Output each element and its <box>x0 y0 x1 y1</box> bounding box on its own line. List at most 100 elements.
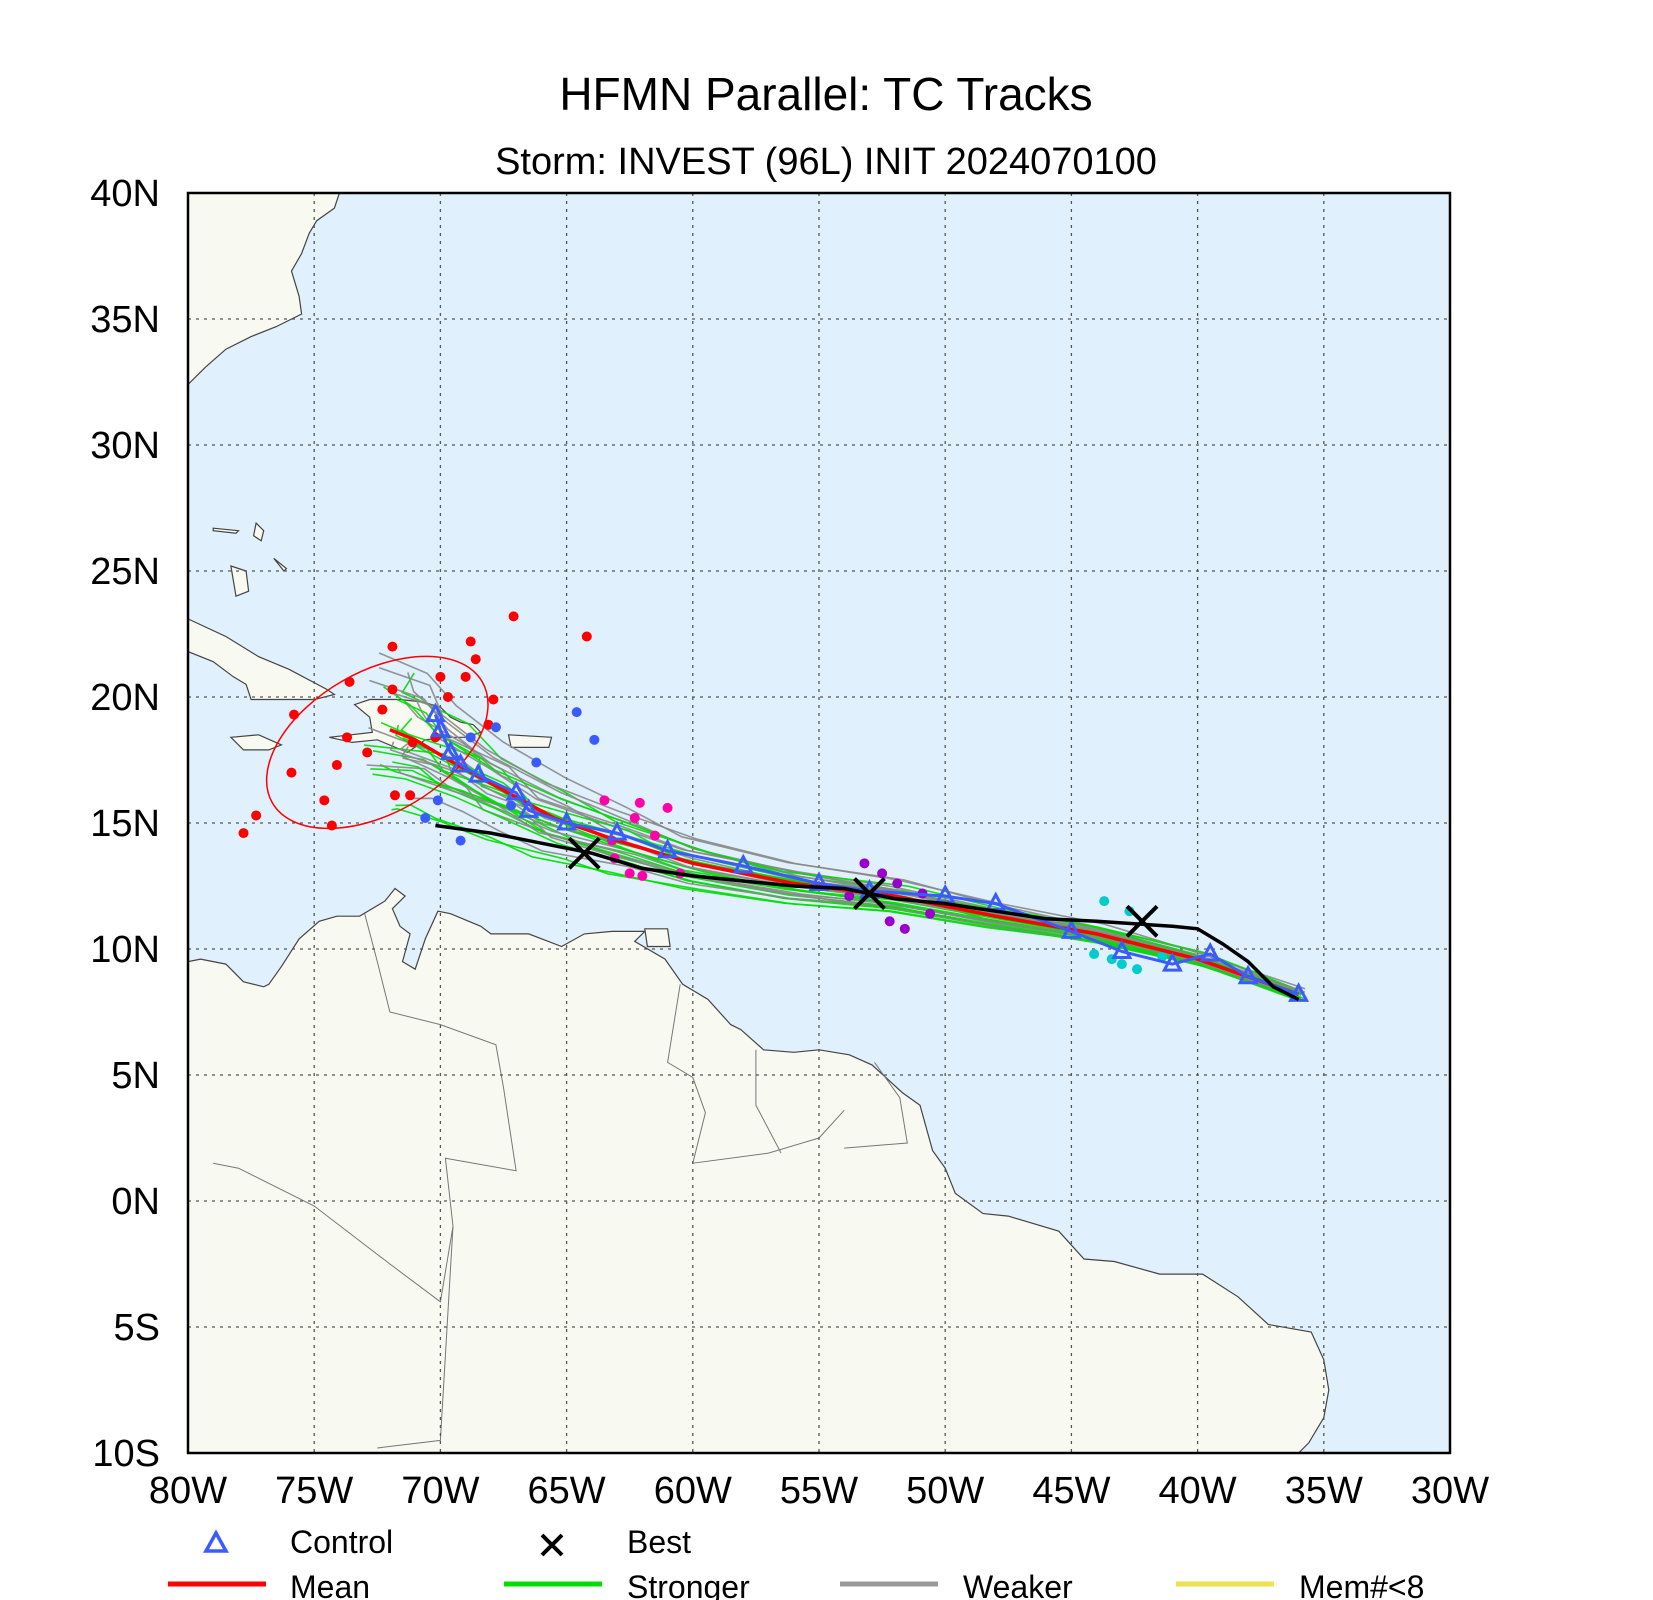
cyan-point-6 <box>1089 949 1100 960</box>
border-b <box>667 984 845 1164</box>
control-triangle-1 <box>1288 982 1310 1002</box>
purple-point-5 <box>899 923 910 934</box>
legend-stronger-label: Stronger <box>627 1569 750 1600</box>
red-point-23 <box>488 694 499 705</box>
blue-point-7 <box>531 757 542 768</box>
red-point-13 <box>387 684 398 695</box>
blue-point-5 <box>432 795 443 806</box>
x-tick-label: 40W <box>1159 1470 1237 1512</box>
purple-point-1 <box>859 858 870 869</box>
y-axis-tick-labels: 40N 35N 30N 25N 20N 15N 10N 5N 0N 5S 10S <box>90 173 160 1475</box>
purple-point-6 <box>925 908 936 919</box>
legend-weaker-label: Weaker <box>963 1569 1073 1600</box>
y-tick-label: 10N <box>90 929 160 971</box>
magenta-point-9 <box>629 812 640 823</box>
blue-point-8 <box>465 732 476 743</box>
border-e <box>377 1226 454 1449</box>
mean-track-line <box>389 728 1300 997</box>
control-triangle-6 <box>1060 919 1082 939</box>
red-point-6 <box>326 820 337 831</box>
red-point-25 <box>581 631 592 642</box>
best-x-marker-1 <box>1125 904 1159 938</box>
x-tick-label: 60W <box>654 1470 732 1512</box>
control-triangle-20 <box>429 717 451 738</box>
red-point-21 <box>470 654 481 665</box>
member-track-16 <box>378 666 1306 990</box>
magenta-point-3 <box>662 802 673 813</box>
border-d <box>844 1062 908 1149</box>
uncertainty-ellipse <box>265 655 489 830</box>
red-point-14 <box>389 790 400 801</box>
magenta-point-5 <box>637 870 648 881</box>
border-c <box>755 1049 782 1154</box>
purple-point-7 <box>844 891 855 902</box>
red-point-12 <box>387 641 398 652</box>
control-triangle-13 <box>606 820 628 841</box>
plot-area <box>188 193 1450 1453</box>
control-triangle-15 <box>518 798 540 818</box>
x-tick-label: 50W <box>906 1470 984 1512</box>
red-point-18 <box>442 692 453 702</box>
magenta-point-4 <box>624 868 635 879</box>
control-triangle-18 <box>450 752 472 773</box>
y-tick-label: 35N <box>90 299 160 341</box>
control-triangle-12 <box>657 838 679 859</box>
red-point-17 <box>435 671 446 682</box>
legend-best-x-icon <box>540 1533 564 1557</box>
red-point-5 <box>319 795 330 806</box>
purple-point-3 <box>892 878 903 889</box>
purple-point-2 <box>877 868 888 879</box>
red-point-2 <box>251 810 262 821</box>
red-point-4 <box>289 709 300 720</box>
y-tick-label: 5S <box>114 1307 160 1349</box>
red-point-8 <box>342 732 353 743</box>
control-triangle-5 <box>1111 939 1133 960</box>
map-title: HFMN Parallel: TC Tracks <box>559 68 1092 120</box>
x-tick-label: 35W <box>1285 1470 1363 1512</box>
abaco <box>252 521 265 542</box>
map-subtitle: Storm: INVEST (96L) INIT 2024070100 <box>495 141 1157 183</box>
magenta-point-8 <box>649 830 660 841</box>
member-track-30 <box>406 797 1296 997</box>
south-america <box>188 887 1330 1453</box>
magenta-point-1 <box>599 795 610 806</box>
andros <box>230 565 250 598</box>
blue-point-4 <box>420 812 431 823</box>
blue-point-6 <box>490 722 501 733</box>
purple-point-4 <box>884 916 895 927</box>
cyan-point-1 <box>1099 896 1110 907</box>
best-track-line <box>435 823 1300 1001</box>
y-tick-label: 40N <box>90 173 160 215</box>
cuba <box>188 618 336 701</box>
control-triangle-17 <box>467 762 489 783</box>
red-point-9 <box>344 676 355 687</box>
control-triangle-3 <box>1199 941 1221 962</box>
uncertainty-ellipse-shape <box>265 655 489 830</box>
best-x-marker-2 <box>853 877 886 910</box>
legend-mem8-label: Mem#<8 <box>1299 1569 1424 1600</box>
y-tick-label: 5N <box>111 1055 160 1097</box>
control-triangle-16 <box>505 780 527 801</box>
x-tick-label: 65W <box>528 1470 606 1512</box>
blue-point-3 <box>455 835 466 846</box>
red-point-19 <box>460 671 471 682</box>
y-tick-label: 10S <box>92 1433 160 1475</box>
y-tick-label: 15N <box>90 803 160 845</box>
control-triangle-19 <box>439 740 461 760</box>
legend-mean-label: Mean <box>290 1569 370 1600</box>
grand-bahama <box>212 527 240 534</box>
north-america-coast <box>188 193 341 386</box>
border-a <box>213 913 517 1303</box>
control-triangle-10 <box>808 871 830 891</box>
plot-frame <box>186 191 1452 1455</box>
y-tick-label: 20N <box>90 677 160 719</box>
x-tick-label: 55W <box>780 1470 858 1512</box>
control-triangle-14 <box>556 810 578 831</box>
red-point-11 <box>377 704 388 715</box>
control-triangle-4 <box>1161 951 1183 972</box>
control-triangle-21 <box>424 702 446 723</box>
control-triangle-11 <box>732 853 754 874</box>
y-tick-label: 30N <box>90 425 160 467</box>
red-point-20 <box>465 636 476 647</box>
red-point-7 <box>331 760 342 771</box>
